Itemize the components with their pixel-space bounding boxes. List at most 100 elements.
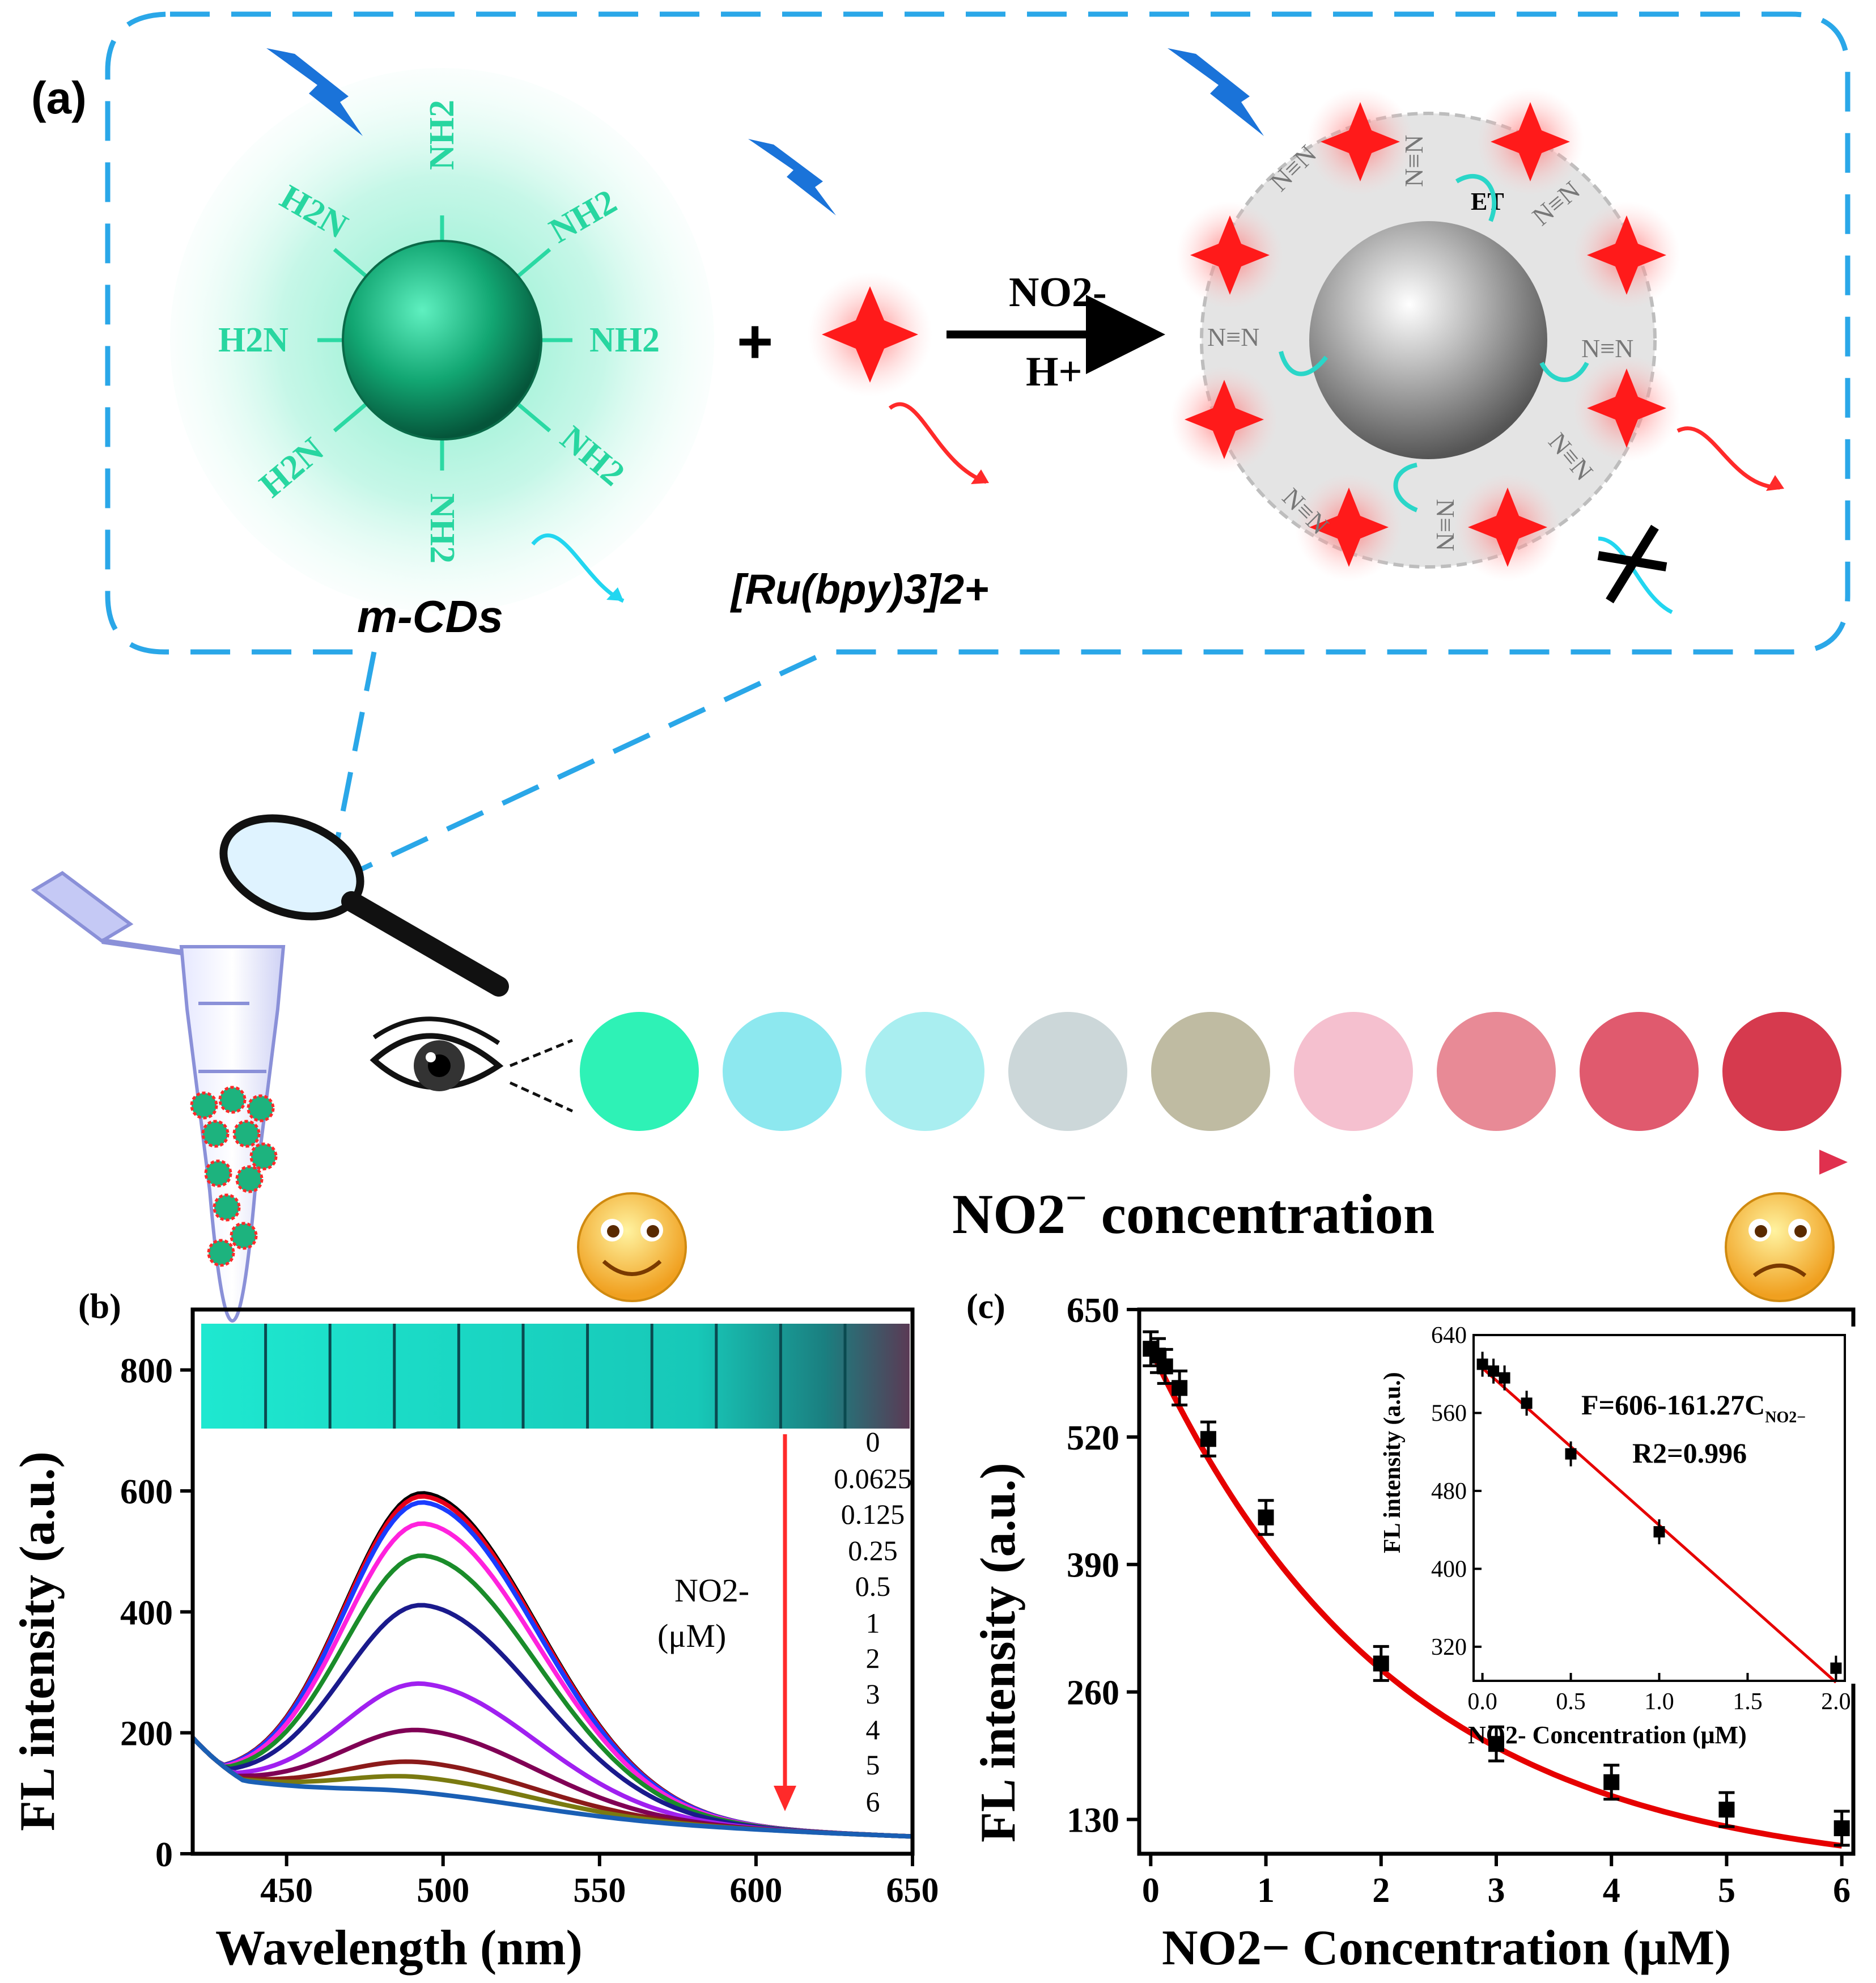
magnifier-icon [219,814,509,997]
calibration-points [1143,1330,1850,1847]
y-tick-label: 390 [1067,1546,1119,1585]
amine-label-top: NH2 [423,100,461,170]
x-tick-label: 500 [417,1871,469,1910]
y-tick-label: 0 [155,1836,173,1874]
inset-data-point [1488,1365,1500,1377]
y-tick-label: 650 [1067,1291,1119,1330]
inset-x-tick-label: 0.0 [1467,1689,1497,1715]
dashed-callout-frame [105,11,1850,889]
color-swatch [723,1012,842,1131]
y-tick-label: 520 [1067,1419,1119,1457]
x-tick-label: 650 [886,1871,939,1910]
lightning-icon-product [1168,48,1264,136]
inset-points [1476,1351,1842,1681]
fit-equation: F=606-161.27CNO2− [1581,1389,1806,1426]
x-tick-label: 4 [1603,1871,1620,1910]
red-emission-arrow [888,402,987,484]
legend-title: NO2- [674,1572,749,1609]
concentration-legend: 0 0.0625 0.125 0.25 0.5 12 3 4 5 6 [834,1426,912,1817]
inset-x-tick-label: 1.5 [1733,1689,1763,1715]
panel-b-plot-frame [190,1307,915,1856]
legend-entry: 0 [866,1426,880,1457]
red-emission-arrow-product [1676,426,1780,490]
panel-c-xlabel: NO2− Concentration (μM) [1162,1921,1731,1976]
legend-entry: 5 [866,1749,880,1781]
inset-x-tick-label: 1.0 [1644,1689,1674,1715]
legend-entry: 3 [866,1678,880,1710]
amine-label-bottom: NH2 [423,493,461,563]
color-swatch-row [580,1012,1841,1131]
inset-data-point [1830,1662,1842,1674]
vials-photo [201,1324,910,1429]
diazonium-label: N≡N [1581,334,1633,363]
legend-entry: 6 [866,1786,880,1817]
inset-data-point [1499,1372,1510,1384]
legend-entry: 1 [866,1607,880,1639]
inset-data-point [1476,1358,1488,1370]
data-point [1833,1820,1850,1837]
inset-data-point [1565,1448,1577,1460]
color-swatch [1008,1012,1127,1131]
eye-icon [370,1016,574,1113]
color-swatch [580,1012,699,1131]
x-tick-label: 5 [1718,1871,1735,1910]
x-tick-label: 450 [260,1871,313,1910]
x-tick-label: 1 [1257,1871,1275,1910]
inset-y-tick-label: 560 [1431,1400,1467,1426]
color-swatch [1437,1012,1556,1131]
inset-x-tick-label: 0.5 [1556,1689,1586,1715]
x-tick-label: 0 [1142,1871,1160,1910]
color-swatch [1722,1012,1841,1131]
panel-b-xlabel: Wavelength (nm) [215,1921,583,1976]
color-swatch [1294,1012,1413,1131]
data-point [1488,1736,1504,1752]
data-point [1258,1509,1274,1526]
data-point [1200,1431,1216,1447]
panel-c-ticks: 0 1 2 3 4 5 6 130 260 390 520 650 [1067,1291,1850,1910]
energy-transfer-arrows [1279,173,1589,512]
spectrum-line [191,1736,913,1839]
data-point [1373,1655,1389,1672]
concentration-arrowhead [1819,1150,1848,1175]
ru-star-icon [822,286,918,383]
y-tick-label: 260 [1067,1674,1119,1713]
color-swatch [1151,1012,1270,1131]
quenched-cyan-arrow [1598,536,1673,615]
happy-face-icon [577,1192,687,1302]
ru-complex-label: [Ru(bpy)3]2+ [730,566,988,613]
data-point [1718,1802,1735,1818]
diazonium-label: N≡N [1207,323,1259,351]
legend-entry: 4 [866,1714,880,1745]
cyan-emission-arrow [531,533,625,603]
panel-b-label: (b) [78,1287,121,1326]
inset-y-tick-label: 400 [1431,1556,1467,1582]
spectrum-line [191,1521,913,1839]
diazonium-label: N≡N [1431,499,1460,551]
inset-x-tick-label: 2.0 [1821,1689,1851,1715]
amine-label-right: NH2 [589,321,660,359]
inset-data-point [1653,1526,1665,1538]
inset-ylabel: FL intensity (a.u.) [1380,1372,1406,1553]
y-tick-label: 800 [120,1352,173,1391]
inset-y-tick-label: 480 [1431,1478,1467,1505]
vials-photo-dividers [264,1324,847,1429]
sad-face-icon [1725,1192,1835,1302]
x-tick-label: 550 [573,1871,626,1910]
inset-y-tick-label: 320 [1431,1634,1467,1660]
red-emission-arrowhead [971,469,989,484]
color-swatch [1580,1012,1699,1131]
inset-linear-chart: 0.0 0.5 1.0 1.5 2.0 320 400 480 560 640 NO2- Conc… [1380,1323,1859,1749]
x-tick-label: 6 [1833,1871,1850,1910]
inset-data-point [1521,1397,1533,1409]
inset-xlabel: NO2- Concentration (μM) [1468,1721,1747,1749]
concentration-axis-label: NO2− concentration [952,1177,1434,1245]
y-tick-label: 600 [120,1473,173,1511]
reagent-nitrite: NO2- [1009,269,1107,316]
legend-entry: 0.125 [841,1498,905,1530]
fit-r-squared: R2=0.996 [1632,1437,1747,1469]
data-point [1603,1774,1620,1790]
legend-entry: 0.25 [848,1535,898,1566]
spectra-series [191,1491,913,1839]
